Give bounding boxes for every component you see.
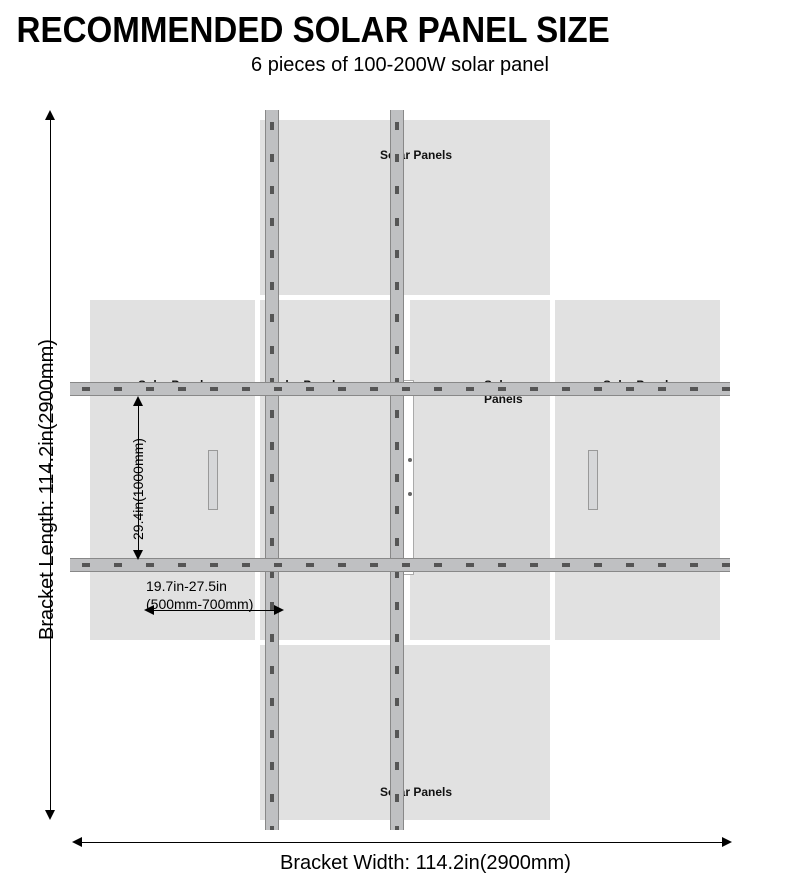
- rail-vertical: [390, 110, 404, 830]
- clamp-icon: [588, 450, 598, 510]
- clamp-icon: [208, 450, 218, 510]
- arrow-icon: [274, 605, 284, 615]
- diagram-stage: Solar Panels Solar Panels Solar Panels S…: [90, 120, 770, 820]
- rail-horizontal: [70, 558, 730, 572]
- arrow-icon: [45, 110, 55, 120]
- arrow-icon: [133, 550, 143, 560]
- bracket-length-label: Bracket Length: 114.2in(2900mm): [36, 339, 59, 640]
- rail-vertical: [265, 110, 279, 830]
- solar-panel-mid-left: Solar Panels: [260, 300, 400, 640]
- spacing-line1: 19.7in-27.5in: [146, 578, 227, 594]
- solar-panel-top: Solar Panels: [260, 120, 550, 295]
- inner-height-label: 29.4in(1000mm): [130, 438, 146, 540]
- bolt-icon: [408, 458, 412, 462]
- solar-panel-right: Solar Panels: [555, 300, 720, 640]
- arrow-icon: [722, 837, 732, 847]
- page-title: RECOMMENDED SOLAR PANEL SIZE: [0, 0, 736, 50]
- page-subtitle: 6 pieces of 100-200W solar panel: [0, 54, 800, 77]
- bracket-width-label: Bracket Width: 114.2in(2900mm): [280, 852, 571, 875]
- dim-line-width: [76, 842, 728, 843]
- bolt-icon: [408, 492, 412, 496]
- rail-horizontal: [70, 382, 730, 396]
- spacing-line2: (500mm-700mm): [146, 596, 253, 612]
- arrow-icon: [72, 837, 82, 847]
- solar-panel-mid-right: Solar Panels: [410, 300, 550, 640]
- solar-panel-bottom: Solar Panels: [260, 645, 550, 820]
- spacing-label: 19.7in-27.5in (500mm-700mm): [146, 578, 253, 613]
- arrow-icon: [45, 810, 55, 820]
- arrow-icon: [133, 396, 143, 406]
